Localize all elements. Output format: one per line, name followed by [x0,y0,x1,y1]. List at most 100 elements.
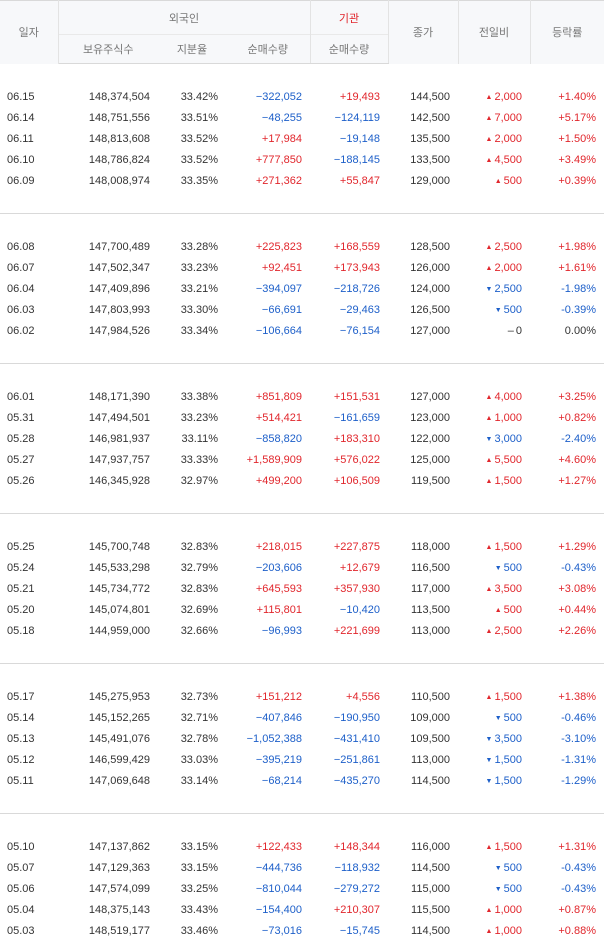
up-triangle-icon: ▲ [486,478,493,485]
date-cell: 05.10 [0,836,58,857]
change-cell: ▼500 [458,707,530,728]
change-value: 1,500 [494,541,522,553]
change-cell: ▲1,000 [458,407,530,428]
close-cell: 142,500 [388,107,458,128]
holdings-cell: 147,409,896 [58,278,158,299]
rate-cell: -0.39% [530,299,604,320]
change-value: 1,500 [494,691,522,703]
up-triangle-icon: ▲ [486,415,493,422]
holdings-cell: 146,599,429 [58,749,158,770]
inst-net-cell: +183,310 [310,428,388,449]
spacer-row [0,514,604,536]
close-cell: 113,500 [388,599,458,620]
foreign-net-cell: −1,052,388 [226,728,310,749]
date-cell: 06.15 [0,86,58,107]
foreign-net-cell: −154,400 [226,899,310,920]
close-cell: 115,500 [388,899,458,920]
date-cell: 05.20 [0,599,58,620]
date-cell: 05.28 [0,428,58,449]
rate-cell: +3.08% [530,578,604,599]
holdings-cell: 148,519,177 [58,920,158,941]
inst-net-cell: −279,272 [310,878,388,899]
change-cell: ▼2,500 [458,278,530,299]
change-value: 1,000 [494,925,522,937]
rate-cell: +4.60% [530,449,604,470]
header-holdings: 보유주식수 [58,35,158,64]
up-triangle-icon: ▲ [486,457,493,464]
down-triangle-icon: ▼ [495,565,502,572]
close-cell: 127,000 [388,320,458,341]
close-cell: 114,500 [388,920,458,941]
change-cell: ▲500 [458,599,530,620]
down-triangle-icon: ▼ [486,736,493,743]
close-cell: 116,500 [388,557,458,578]
change-cell: ▲2,500 [458,236,530,257]
change-cell: ▲3,500 [458,578,530,599]
date-cell: 06.10 [0,149,58,170]
spacer-row [0,814,604,836]
holdings-cell: 145,275,953 [58,686,158,707]
change-value: 1,500 [494,754,522,766]
close-cell: 109,500 [388,728,458,749]
change-value: 0 [516,325,522,337]
holdings-cell: 148,375,143 [58,899,158,920]
close-cell: 115,000 [388,878,458,899]
up-triangle-icon: ▲ [486,94,493,101]
header-date: 일자 [0,1,58,64]
change-value: 500 [504,562,522,574]
change-cell: ▲2,000 [458,257,530,278]
holdings-cell: 147,984,526 [58,320,158,341]
inst-net-cell: +19,493 [310,86,388,107]
rate-cell: +0.39% [530,170,604,191]
foreign-net-cell: −394,097 [226,278,310,299]
rate-cell: +1.31% [530,836,604,857]
share-cell: 33.42% [158,86,226,107]
foreign-net-cell: +777,850 [226,149,310,170]
date-cell: 06.01 [0,386,58,407]
holdings-cell: 147,137,862 [58,836,158,857]
holdings-cell: 147,803,993 [58,299,158,320]
date-cell: 05.03 [0,920,58,941]
change-cell: ▲500 [458,170,530,191]
rate-cell: +0.87% [530,899,604,920]
share-cell: 33.23% [158,407,226,428]
up-triangle-icon: ▲ [486,544,493,551]
up-triangle-icon: ▲ [486,394,493,401]
change-value: 1,000 [494,904,522,916]
header-foreign-net: 순매수량 [226,35,310,64]
inst-net-cell: +12,679 [310,557,388,578]
inst-net-cell: −435,270 [310,770,388,791]
change-cell: ▲1,500 [458,836,530,857]
share-cell: 32.83% [158,578,226,599]
foreign-net-cell: +17,984 [226,128,310,149]
share-cell: 33.28% [158,236,226,257]
close-cell: 110,500 [388,686,458,707]
down-triangle-icon: ▼ [486,436,493,443]
change-value: 3,500 [494,583,522,595]
share-cell: 32.66% [158,620,226,641]
date-cell: 05.27 [0,449,58,470]
change-value: 500 [504,862,522,874]
change-cell: ▲4,000 [458,386,530,407]
inst-net-cell: −190,950 [310,707,388,728]
change-value: 2,500 [494,625,522,637]
share-cell: 32.69% [158,599,226,620]
share-cell: 33.52% [158,128,226,149]
foreign-net-cell: −810,044 [226,878,310,899]
share-cell: 32.83% [158,536,226,557]
up-triangle-icon: ▲ [486,244,493,251]
date-cell: 05.21 [0,578,58,599]
spacer-row [0,341,604,364]
inst-net-cell: +106,509 [310,470,388,491]
inst-net-cell: +357,930 [310,578,388,599]
change-cell: –0 [458,320,530,341]
foreign-net-cell: +151,212 [226,686,310,707]
header-inst-net: 순매수량 [310,35,388,64]
